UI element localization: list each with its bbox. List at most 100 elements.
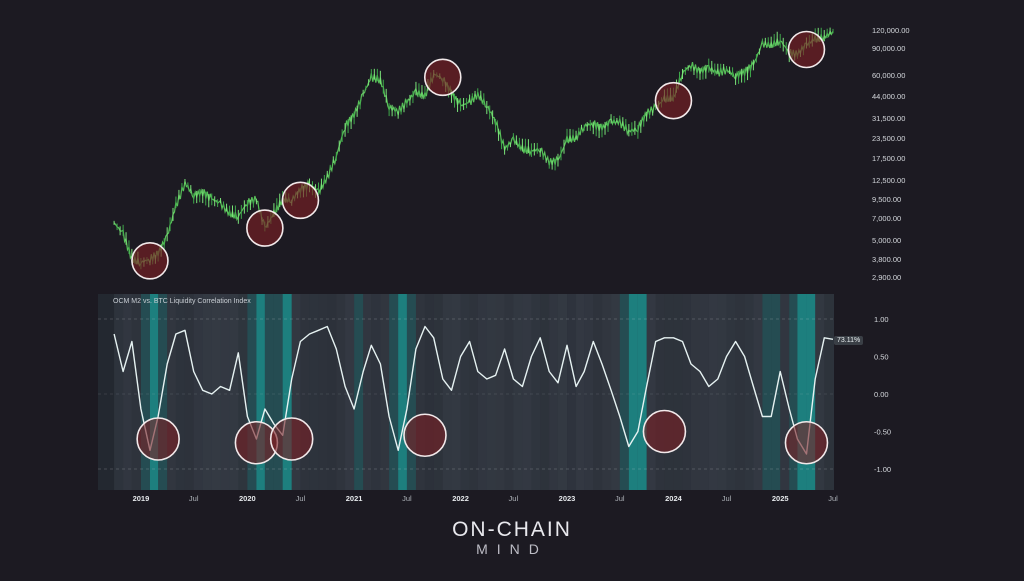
shade-band: [167, 294, 176, 490]
shade-band: [584, 294, 594, 490]
shade-band: [797, 294, 807, 490]
x-tick-label: Jul: [828, 494, 838, 503]
shade-band: [247, 294, 257, 490]
x-tick-label: Jul: [296, 494, 306, 503]
shade-band: [175, 294, 185, 490]
current-value-badge: 73.11%: [834, 336, 864, 345]
x-tick-label: 2022: [452, 494, 469, 503]
price-tick-label: 44,000.00: [872, 92, 905, 101]
shade-band: [469, 294, 478, 490]
brand-line-2: MIND: [476, 541, 548, 557]
shade-band: [460, 294, 470, 490]
x-tick-label: 2020: [239, 494, 256, 503]
x-tick-label: Jul: [615, 494, 625, 503]
shade-band: [576, 294, 585, 490]
shade-band: [114, 294, 124, 490]
price-tick-label: 7,000.00: [872, 214, 901, 223]
shade-band: [140, 294, 150, 490]
shade-band: [238, 294, 248, 490]
shade-band: [318, 294, 328, 490]
shade-band: [220, 294, 230, 490]
price-tick-label: 9,500.00: [872, 195, 901, 204]
shade-band: [744, 294, 754, 490]
x-tick-label: 2023: [559, 494, 576, 503]
osc-tick-label: 0.50: [874, 353, 889, 362]
correlation-line: [113, 325, 834, 455]
shade-band: [655, 294, 665, 490]
shade-band: [229, 294, 239, 490]
shade-band: [433, 294, 443, 490]
shade-band: [628, 294, 638, 490]
price-tick-label: 120,000.00: [872, 26, 910, 35]
background-layer: [98, 294, 834, 490]
shade-band: [833, 294, 834, 490]
osc-tick-label: -0.50: [874, 428, 891, 437]
shade-band: [442, 294, 452, 490]
shade-band: [531, 294, 541, 490]
shade-band: [522, 294, 532, 490]
oscillator-panel: OCM M2 vs. BTC Liquidity Correlation Ind…: [98, 298, 834, 470]
shade-band: [504, 294, 514, 490]
price-marker-6: [787, 30, 826, 69]
price-marker-4: [423, 58, 462, 97]
shade-band: [327, 294, 337, 490]
shade-band: [149, 294, 159, 490]
price-marker-5: [654, 81, 693, 120]
shade-band: [637, 294, 647, 490]
shade-band: [424, 294, 434, 490]
shade-band: [753, 294, 763, 490]
shade-band: [264, 294, 274, 490]
x-tick-label: Jul: [722, 494, 732, 503]
shade-band: [806, 294, 816, 490]
oscillator-background: [98, 294, 834, 490]
shade-band: [406, 294, 416, 490]
shade-band: [282, 294, 292, 490]
shade-band: [398, 294, 407, 490]
shade-band: [513, 294, 523, 490]
shade-band: [300, 294, 310, 490]
x-tick-label: 2024: [665, 494, 683, 503]
shade-band: [567, 294, 577, 490]
shade-band: [717, 294, 727, 490]
shade-band: [682, 294, 691, 490]
shade-band: [415, 294, 425, 490]
price-tick-label: 31,500.00: [872, 114, 905, 123]
shade-band: [291, 294, 301, 490]
shade-band: [815, 294, 825, 490]
shade-band: [664, 294, 674, 490]
osc-marker-5: [642, 409, 687, 454]
shade-band: [789, 294, 798, 490]
osc-tick-label: 0.00: [874, 390, 889, 399]
osc-tick-label: 1.00: [874, 315, 889, 324]
price-tick-label: 60,000.00: [872, 71, 905, 80]
x-tick-label: Jul: [189, 494, 199, 503]
osc-marker-3: [269, 417, 314, 461]
shade-band: [363, 294, 372, 490]
shade-band: [451, 294, 461, 490]
shade-band: [673, 294, 683, 490]
price-marker-2: [246, 209, 284, 247]
shade-band: [611, 294, 620, 490]
shade-band: [708, 294, 718, 490]
osc-title: OCM M2 vs. BTC Liquidity Correlation Ind…: [113, 298, 251, 305]
price-marker-1: [131, 241, 169, 280]
price-tick-label: 5,000.00: [872, 236, 901, 245]
price-tick-label: 2,900.00: [872, 273, 901, 282]
shade-band: [593, 294, 603, 490]
shade-band: [646, 294, 656, 490]
shade-band: [735, 294, 745, 490]
price-tick-label: 3,800.00: [872, 255, 901, 264]
x-tick-label: Jul: [509, 494, 519, 503]
shade-band: [540, 294, 550, 490]
shade-band: [211, 294, 221, 490]
shade-band: [309, 294, 319, 490]
shade-band: [273, 294, 283, 490]
x-tick-label: 2021: [346, 494, 363, 503]
x-tick-label: 2019: [133, 494, 150, 503]
shade-band: [824, 294, 833, 490]
price-tick-label: 17,500.00: [872, 154, 905, 163]
shade-band: [549, 294, 558, 490]
brand-line-1: ON-CHAIN: [452, 518, 572, 541]
